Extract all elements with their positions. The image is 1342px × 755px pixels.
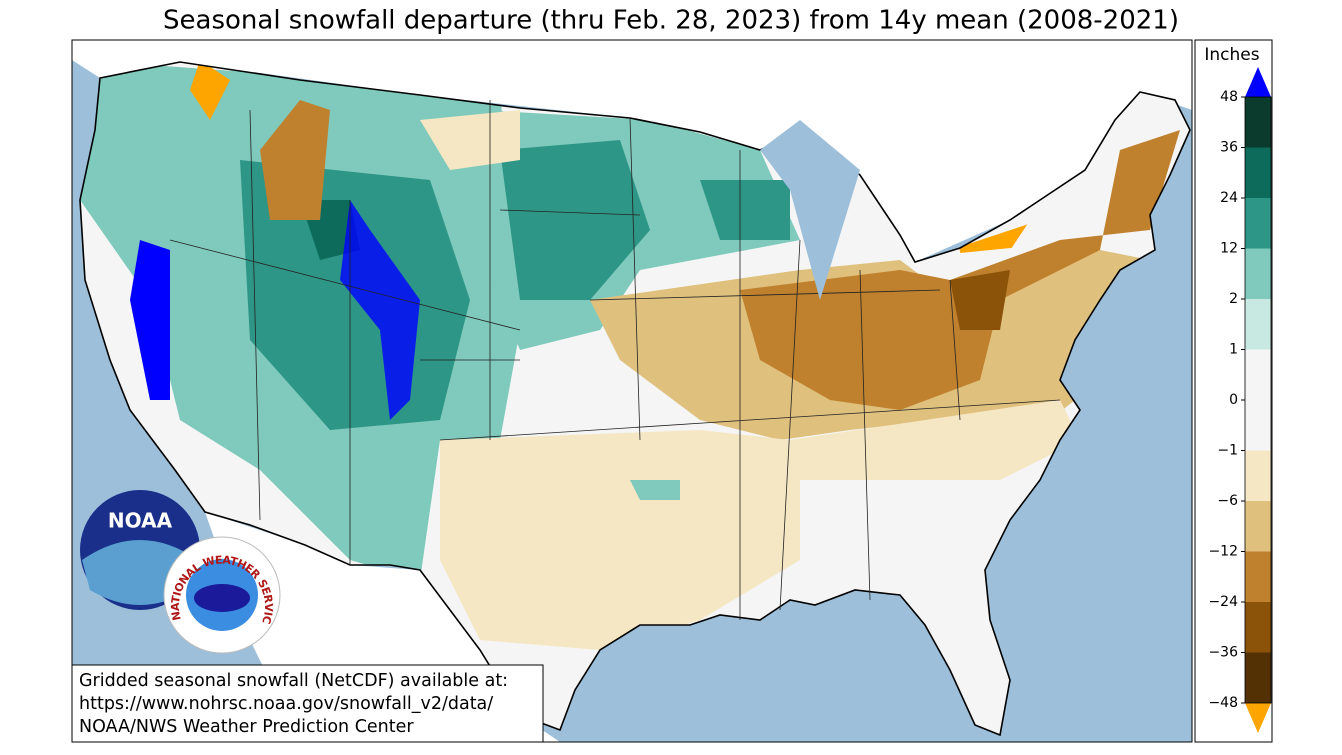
colorbar-segment: [1245, 501, 1271, 552]
colorbar-segment: [1245, 147, 1271, 198]
colorbar-segment: [1245, 551, 1271, 602]
colorbar-tick-label: 1: [1229, 342, 1238, 358]
colorbar-tick-label: 48: [1220, 89, 1238, 105]
great-lakes: [760, 120, 860, 300]
colorbar-tick-label: 2: [1229, 291, 1238, 307]
colorbar-segment: [1245, 602, 1271, 653]
map-title: Seasonal snowfall departure (thru Feb. 2…: [163, 6, 1179, 36]
colorbar-tick-label: −1: [1217, 443, 1238, 459]
state-lines: [169, 100, 1061, 620]
noaa-text: NOAA: [108, 509, 173, 533]
snow-field: [80, 62, 1180, 650]
colorbar-segment: [1245, 97, 1271, 148]
colorbar-tick-label: −12: [1208, 544, 1238, 560]
colorbar-segment: [1245, 652, 1271, 703]
colorbar-tick-label: 36: [1220, 140, 1238, 156]
note-frame: [71, 664, 544, 743]
colorbar-tick-label: 12: [1220, 241, 1238, 257]
colorbar-tick-label: −36: [1208, 645, 1238, 661]
legend-title: Inches: [1204, 45, 1259, 65]
colorbar: 48 36 24 12 2 1 0 −1 −6 −12 −24 −36 −48: [1208, 67, 1272, 733]
colorbar-segment: [1245, 349, 1271, 400]
map-frame: [71, 39, 1193, 743]
over-arrow: [1245, 67, 1271, 97]
colorbar-segment: [1245, 198, 1271, 249]
canada: [72, 40, 1192, 262]
colorbar-tick-label: 24: [1220, 190, 1238, 206]
note-box: Gridded seasonal snowfall (NetCDF) avail…: [71, 664, 544, 743]
colorbar-segment: [1245, 450, 1271, 501]
colorbar-segment: [1245, 299, 1271, 350]
colorbar-tick-label: −6: [1217, 493, 1238, 509]
colorbar-tick-label: 0: [1229, 392, 1238, 408]
colorbar-tick-label: −24: [1208, 594, 1238, 610]
nws-cloud: [194, 584, 250, 612]
colorbar-tick-label: −48: [1208, 695, 1238, 711]
under-arrow: [1245, 703, 1271, 733]
note-line: Gridded seasonal snowfall (NetCDF) avail…: [79, 671, 508, 691]
note-line: https://www.nohrsc.noaa.gov/snowfall_v2/…: [79, 694, 493, 714]
note-line: NOAA/NWS Weather Prediction Center: [79, 717, 414, 737]
colorbar-segment: [1245, 400, 1271, 451]
colorbar-segment: [1245, 248, 1271, 299]
